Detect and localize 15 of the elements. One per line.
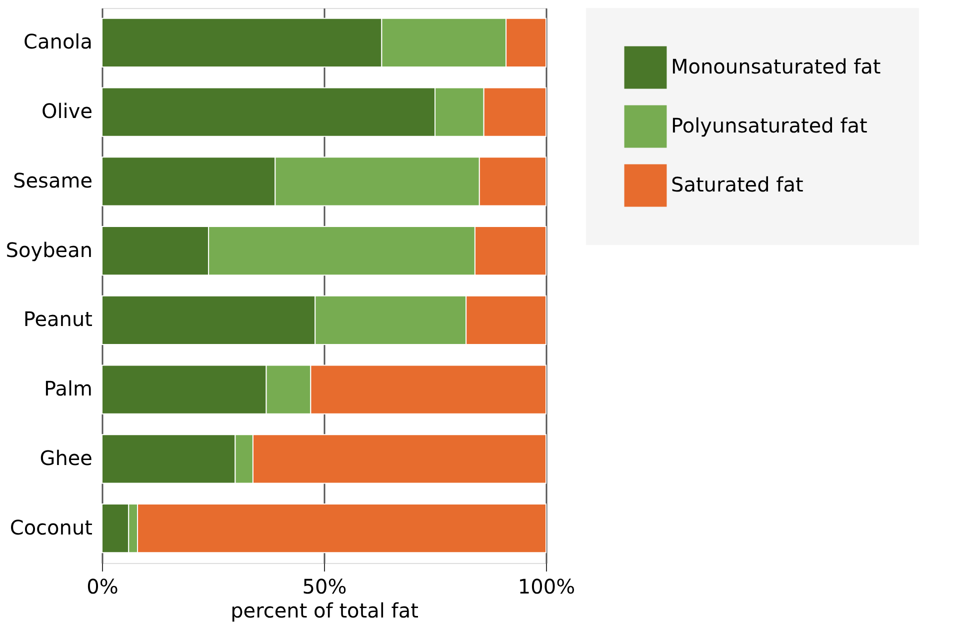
x-axis-title: percent of total fat [230,598,419,622]
legend-label: Monounsaturated fat [671,54,881,78]
y-tick-label: Soybean [6,238,92,262]
legend-label: Saturated fat [671,172,804,196]
y-tick-label: Palm [44,376,92,401]
y-tick-label: Coconut [10,515,93,540]
y-tick-label: Canola [24,30,92,54]
x-tick-label: 0% [86,574,118,598]
y-tick-label: Ghee [40,446,92,470]
y-tick-label: Peanut [23,307,93,332]
y-tick-label: Sesame [13,168,92,192]
legend-label: Polyunsaturated fat [671,114,868,138]
x-tick-label: 100% [518,574,576,598]
x-tick-label: 50% [302,574,347,598]
y-tick-label: Olive [42,99,92,124]
